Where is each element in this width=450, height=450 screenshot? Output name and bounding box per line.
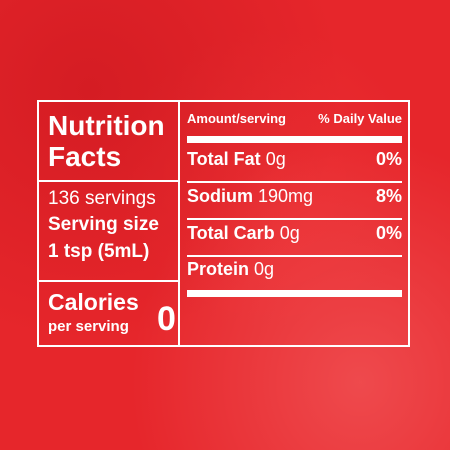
divider bbox=[39, 180, 178, 182]
row-amount: 0g bbox=[265, 149, 286, 169]
serving-size: 1 tsp (5mL) bbox=[48, 241, 150, 262]
divider bbox=[39, 280, 178, 282]
row-dv: 8% bbox=[375, 186, 402, 206]
row: Total Carb 0g bbox=[187, 223, 300, 244]
calories-value: 0 bbox=[157, 300, 176, 338]
row-dv: 0% bbox=[375, 223, 402, 243]
row-name: Total Carb bbox=[187, 223, 275, 243]
label-border bbox=[37, 100, 410, 347]
thick-bar bbox=[187, 290, 402, 297]
servings: 136 servings bbox=[48, 188, 156, 209]
column-divider bbox=[178, 100, 180, 347]
row-amount: 0g bbox=[279, 223, 300, 243]
row-dv: 0% bbox=[375, 149, 402, 169]
calories-sub: per serving bbox=[48, 318, 129, 335]
row-amount: 190mg bbox=[258, 186, 314, 206]
title: Nutrition Facts bbox=[48, 110, 165, 172]
row: Total Fat 0g bbox=[187, 149, 286, 170]
calories-label: Calories bbox=[48, 289, 139, 315]
dv-header: % Daily Value bbox=[318, 111, 402, 126]
row-divider bbox=[187, 181, 402, 183]
row-divider bbox=[187, 218, 402, 220]
thick-bar bbox=[187, 136, 402, 143]
row: Protein 0g bbox=[187, 259, 274, 280]
amount-header: Amount/serving bbox=[187, 111, 286, 126]
row-name: Protein bbox=[187, 259, 250, 279]
row-name: Total Fat bbox=[187, 149, 261, 169]
serving-size-label: Serving size bbox=[48, 214, 159, 235]
row-name: Sodium bbox=[187, 186, 253, 206]
row: Sodium 190mg bbox=[187, 186, 313, 207]
row-amount: 0g bbox=[254, 259, 275, 279]
row-divider bbox=[187, 255, 402, 257]
